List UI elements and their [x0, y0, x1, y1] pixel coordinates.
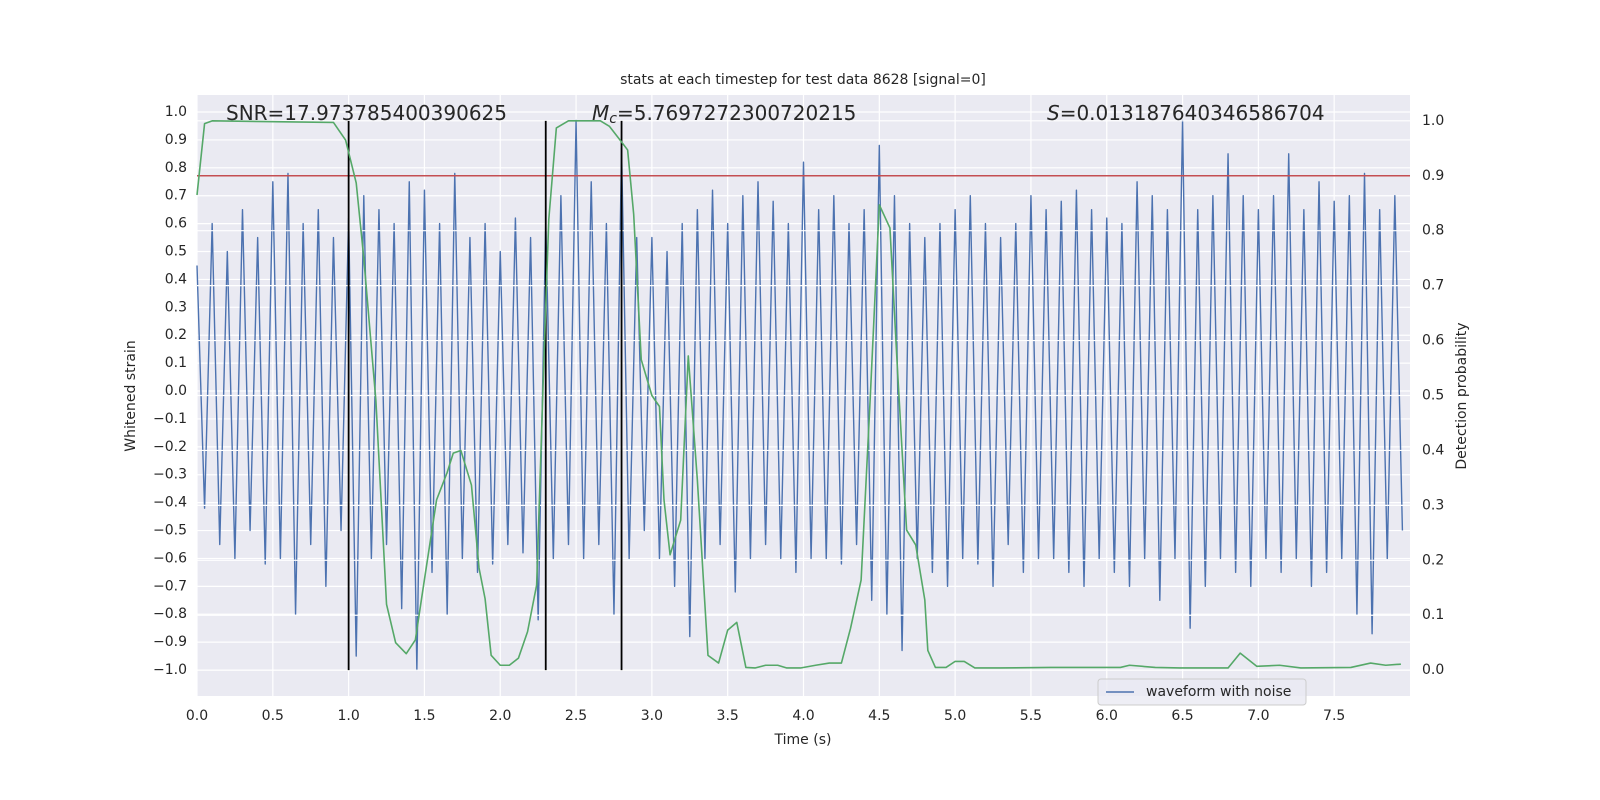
x-tick-label: 0.0 [186, 708, 208, 724]
y-tick-label: −0.3 [153, 467, 187, 483]
y-tick-label: 0.0 [165, 383, 187, 399]
annotation-subscript: c [609, 111, 617, 127]
x-tick-label: 7.5 [1323, 708, 1345, 724]
y-tick-label: −0.6 [153, 550, 187, 566]
y-axis-label: Whitened strain [123, 340, 139, 451]
x-axis-label: Time (s) [774, 732, 832, 748]
y-tick-label: 1.0 [165, 104, 187, 120]
annotation-text: SNR=17.973785400390625 [226, 101, 507, 125]
y2-tick-label: 0.2 [1422, 552, 1444, 568]
y2-tick-label: 1.0 [1422, 113, 1444, 129]
x-tick-label: 2.0 [489, 708, 511, 724]
y-tick-label: −0.5 [153, 523, 187, 539]
annotation-symbol: M [592, 101, 609, 125]
x-tick-label: 4.0 [792, 708, 814, 724]
y2-tick-label: 0.6 [1422, 333, 1444, 349]
y-tick-label: 0.6 [165, 216, 187, 232]
y-tick-label: −0.2 [153, 439, 187, 455]
y-tick-label: 0.5 [165, 244, 187, 260]
y2-tick-label: 0.3 [1422, 497, 1444, 513]
series-line [196, 120, 1401, 669]
x-tick-label: 1.5 [413, 708, 435, 724]
legend-box [1097, 678, 1307, 706]
y-tick-label: 0.8 [165, 160, 187, 176]
x-tick-label: 6.5 [1171, 708, 1193, 724]
x-tick-label: 5.5 [1020, 708, 1042, 724]
y2-tick-label: 0.4 [1422, 442, 1444, 458]
y2-tick-label: 0.1 [1422, 607, 1444, 623]
y2-axis-label: Detection probability [1454, 322, 1470, 469]
chart-title: stats at each timestep for test data 862… [620, 72, 986, 88]
y2-tick-label: 0.8 [1422, 223, 1444, 239]
x-tick-label: 3.5 [717, 708, 739, 724]
y2-tick-label: 0.9 [1422, 168, 1444, 184]
y-tick-label: −1.0 [153, 662, 187, 678]
series-line [196, 119, 1404, 671]
y-tick-label: −0.1 [153, 411, 187, 427]
y-tick-label: 0.1 [165, 355, 187, 371]
legend-label: waveform with noise [1146, 684, 1291, 700]
x-tick-label: 2.5 [565, 708, 587, 724]
x-tick-label: 0.5 [262, 708, 284, 724]
y2-tick-label: 0.5 [1422, 388, 1444, 404]
x-tick-label: 1.0 [337, 708, 359, 724]
x-tick-label: 7.0 [1247, 708, 1269, 724]
y-tick-label: 0.4 [165, 271, 187, 287]
y2-tick-label: 0.7 [1422, 278, 1444, 294]
annotation-text: =0.013187640346586704 [1060, 101, 1325, 125]
y2-tick-label: 0.0 [1422, 662, 1444, 678]
x-tick-label: 3.0 [641, 708, 663, 724]
y-tick-label: −0.4 [153, 495, 187, 511]
y-tick-label: 0.2 [165, 327, 187, 343]
annotation-text: =5.7697272300720215 [617, 101, 856, 125]
x-tick-label: 6.0 [1096, 708, 1118, 724]
annotation: Mc=5.7697272300720215 [592, 101, 856, 128]
y-tick-label: 0.3 [165, 299, 187, 315]
y-tick-label: −0.9 [153, 634, 187, 650]
annotation: SNR=17.973785400390625 [226, 101, 507, 125]
annotation: S=0.013187640346586704 [1047, 101, 1325, 125]
x-tick-label: 5.0 [944, 708, 966, 724]
y-tick-label: 0.7 [165, 188, 187, 204]
y-tick-label: −0.8 [153, 606, 187, 622]
annotation-symbol: S [1047, 101, 1060, 125]
y-tick-label: 0.9 [165, 132, 187, 148]
x-tick-label: 4.5 [868, 708, 890, 724]
y-tick-label: −0.7 [153, 578, 187, 594]
